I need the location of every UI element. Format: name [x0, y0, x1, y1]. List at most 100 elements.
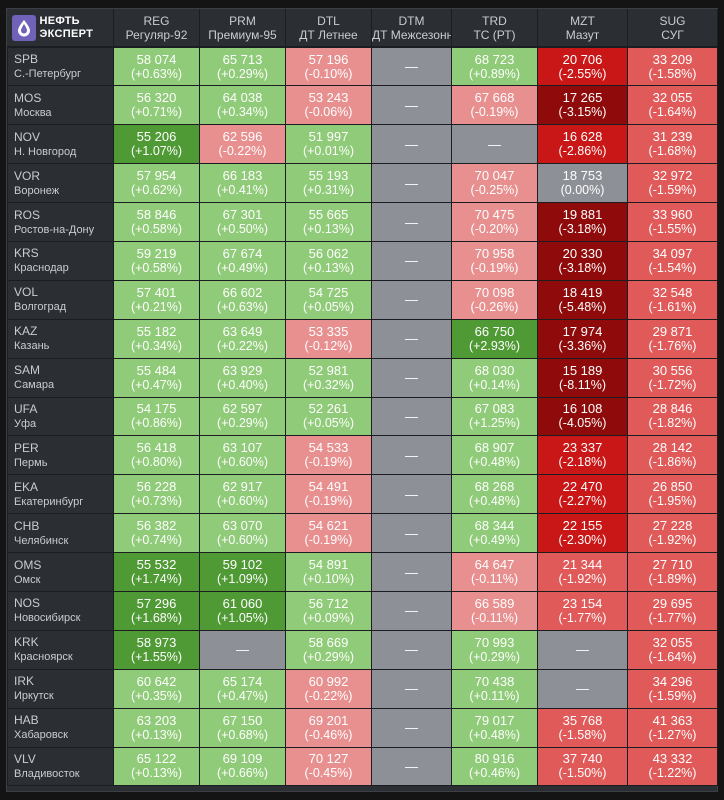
price-cell-dtm: —: [371, 396, 452, 437]
table-row: NOV Н. Новгород 55 206 (+1.07%) 62 596 (-0.22…: [7, 124, 718, 165]
price-cell-sug: 31 239 (-1.68%): [627, 124, 718, 165]
price-cell-dtm: —: [371, 163, 452, 204]
price-cell-sug: 30 556 (-1.72%): [627, 357, 718, 398]
price-cell-prm: 61 060 (+1.05%): [199, 590, 286, 631]
price-value: 68 030: [474, 362, 515, 378]
price-value: 66 183: [222, 168, 263, 184]
column-header-mzt[interactable]: MZT Мазут: [537, 9, 628, 48]
price-cell-dtm: —: [371, 435, 452, 476]
price-cell-reg: 59 219 (+0.58%): [113, 240, 200, 281]
price-cell-dtl: 52 981 (+0.32%): [285, 357, 372, 398]
city-code: NOS: [14, 596, 41, 611]
column-header-trd[interactable]: TRD ТС (РТ): [451, 9, 538, 48]
price-change: (-1.27%): [648, 727, 697, 742]
price-change: (-0.19%): [304, 455, 353, 470]
price-change: (-2.18%): [558, 455, 607, 470]
price-value: 70 047: [474, 168, 515, 184]
price-cell-reg: 63 203 (+0.13%): [113, 707, 200, 748]
column-header-prm[interactable]: PRM Премиум-95: [199, 9, 286, 48]
price-cell-sug: 41 363 (-1.27%): [627, 707, 718, 748]
price-change: (+0.66%): [216, 766, 269, 781]
price-value: 59 219: [136, 245, 177, 261]
price-cell-reg: 60 642 (+0.35%): [113, 668, 200, 709]
price-change: (-1.22%): [648, 766, 697, 781]
price-value: 68 344: [474, 518, 515, 534]
price-change: (+1.25%): [468, 416, 521, 431]
price-value: 62 596: [222, 129, 263, 145]
price-cell-dtm: —: [371, 590, 452, 631]
price-value: 68 268: [474, 479, 515, 495]
price-value: —: [405, 486, 418, 502]
price-change: (-1.92%): [648, 533, 697, 548]
column-name: ТС (РТ): [473, 27, 516, 42]
price-cell-trd: —: [451, 124, 538, 165]
price-value: —: [405, 564, 418, 580]
price-value: 65 174: [222, 673, 263, 689]
price-cell-reg: 56 320 (+0.71%): [113, 85, 200, 126]
price-value: 34 296: [652, 673, 693, 689]
price-cell-sug: 29 871 (-1.76%): [627, 318, 718, 359]
price-cell-prm: 63 070 (+0.60%): [199, 513, 286, 554]
column-name: СУГ: [661, 27, 684, 42]
price-cell-trd: 68 030 (+0.14%): [451, 357, 538, 398]
price-change: (-1.58%): [558, 727, 607, 742]
price-value: 19 881: [562, 207, 603, 222]
price-change: (-1.55%): [648, 222, 697, 236]
price-cell-dtl: 53 335 (-0.12%): [285, 318, 372, 359]
price-cell-reg: 57 401 (+0.21%): [113, 279, 200, 320]
price-change: (+0.32%): [302, 377, 355, 392]
price-value: 67 150: [222, 712, 263, 728]
price-cell-prm: 67 150 (+0.68%): [199, 707, 286, 748]
price-cell-prm: 65 713 (+0.29%): [199, 46, 286, 87]
table-row: IRK Иркутск 60 642 (+0.35%) 65 174 (+0.47%) 60…: [7, 668, 718, 709]
price-change: (-0.19%): [304, 494, 353, 509]
price-value: 18 419: [562, 284, 603, 300]
price-change: (+0.48%): [468, 727, 521, 742]
price-cell-mzt: 23 337 (-2.18%): [537, 435, 628, 476]
price-value: 54 175: [136, 401, 177, 417]
price-value: 20 706: [562, 51, 603, 67]
table-row: MOS Москва 56 320 (+0.71%) 64 038 (+0.34%) 53 …: [7, 85, 718, 126]
price-change: (-0.12%): [304, 338, 353, 353]
price-cell-dtm: —: [371, 124, 452, 165]
column-header-reg[interactable]: REG Регуляр-92: [113, 9, 200, 48]
column-code: SUG: [659, 13, 686, 28]
price-change: (+0.09%): [302, 610, 355, 625]
price-value: —: [405, 681, 418, 697]
price-change: (-1.86%): [648, 455, 697, 470]
price-change: (+1.74%): [130, 572, 183, 587]
column-header-sug[interactable]: SUG СУГ: [627, 9, 718, 48]
city-code: ROS: [14, 207, 41, 222]
city-cell: SPB С.-Петербург: [7, 46, 114, 87]
price-change: (-1.95%): [648, 494, 697, 509]
price-value: 63 203: [136, 712, 177, 728]
column-name: ДТ Летнее: [299, 27, 358, 42]
city-name: Пермь: [14, 456, 48, 469]
price-value: 58 669: [308, 634, 349, 650]
price-change: (+0.13%): [302, 260, 355, 275]
price-cell-dtl: 53 243 (-0.06%): [285, 85, 372, 126]
price-value: 56 382: [136, 518, 177, 534]
price-cell-prm: 65 174 (+0.47%): [199, 668, 286, 709]
price-cell-sug: 32 055 (-1.64%): [627, 629, 718, 670]
city-name: Екатеринбург: [14, 495, 84, 508]
price-change: (-0.20%): [470, 222, 519, 236]
price-change: (+0.60%): [216, 533, 269, 548]
price-change: (-0.46%): [304, 727, 353, 742]
price-value: 28 142: [652, 440, 693, 456]
city-code: OMS: [14, 557, 42, 572]
price-cell-mzt: 21 344 (-1.92%): [537, 552, 628, 592]
price-value: 22 155: [562, 518, 603, 534]
price-change: (-0.19%): [470, 260, 519, 275]
price-value: 57 296: [136, 595, 177, 611]
price-value: 29 871: [652, 323, 693, 339]
price-cell-dtm: —: [371, 318, 452, 359]
price-value: 53 243: [308, 90, 349, 106]
city-cell: VOL Волгоград: [7, 279, 114, 320]
city-cell: OMS Омск: [7, 552, 114, 592]
column-header-dtl[interactable]: DTL ДТ Летнее: [285, 9, 372, 48]
table-row: KRS Краснодар 59 219 (+0.58%) 67 674 (+0.49%)…: [7, 240, 718, 281]
price-cell-trd: 70 475 (-0.20%): [451, 202, 538, 242]
price-cell-trd: 70 098 (-0.26%): [451, 279, 538, 320]
